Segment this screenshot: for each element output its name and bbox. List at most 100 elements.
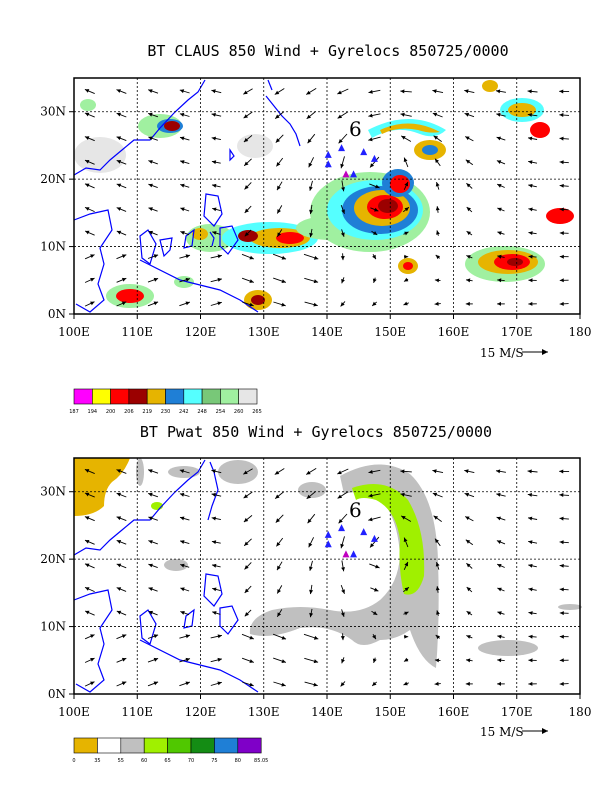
bottom-panel-gyre-symbol: 6 xyxy=(349,498,362,522)
wind-vector xyxy=(436,230,440,236)
wind-vector xyxy=(432,89,444,94)
wind-vector xyxy=(434,278,441,283)
colorbar-swatch xyxy=(183,388,203,405)
colorbar-label: 230 xyxy=(161,409,171,415)
x-tick-label: 170E xyxy=(501,325,533,339)
wind-vector xyxy=(116,301,127,307)
wind-vector xyxy=(434,538,441,547)
gyre-location-marker xyxy=(370,154,378,162)
wind-vector xyxy=(276,205,283,214)
wind-vector xyxy=(400,469,412,474)
colorbar-swatch xyxy=(220,388,239,405)
wind-vector xyxy=(179,301,191,307)
wind-vector xyxy=(241,633,255,640)
wind-vector xyxy=(403,301,409,306)
wind-vector xyxy=(243,468,253,475)
wind-vector xyxy=(180,207,190,212)
wind-vector xyxy=(211,492,222,497)
wind-vector xyxy=(400,515,412,522)
wind-vector xyxy=(148,183,158,189)
wind-vector xyxy=(466,635,473,639)
x-tick-label: 110E xyxy=(121,705,153,719)
wind-vector xyxy=(370,207,379,212)
wind-vector xyxy=(368,469,381,474)
wind-vector xyxy=(84,657,95,663)
wind-vector xyxy=(84,183,95,189)
wind-vector xyxy=(559,89,570,94)
wind-vector xyxy=(116,277,127,283)
wind-vector xyxy=(242,301,254,307)
top-panel-reference-label: 15 M/S xyxy=(480,346,524,360)
wind-vector xyxy=(372,253,377,260)
wind-vector xyxy=(527,136,538,141)
wind-vector xyxy=(147,277,159,283)
wind-vector xyxy=(368,113,381,118)
colorbar-label: 194 xyxy=(88,409,98,415)
wind-vector xyxy=(274,111,285,119)
wind-vector xyxy=(116,587,127,592)
wind-vector xyxy=(338,513,348,524)
wind-vector xyxy=(403,181,409,190)
wind-vector xyxy=(559,469,570,474)
wind-vector xyxy=(497,231,505,236)
wind-vector xyxy=(338,133,348,144)
wind-vector xyxy=(211,563,221,568)
wind-vector xyxy=(559,681,569,686)
wind-vector xyxy=(466,230,473,236)
wind-vector xyxy=(309,180,313,191)
wind-vector xyxy=(464,469,475,474)
wind-vector xyxy=(308,157,315,168)
colorbar-swatch xyxy=(92,388,111,405)
wind-vector xyxy=(274,491,285,499)
wind-vector xyxy=(84,112,95,118)
wind-vector xyxy=(400,112,412,117)
wind-vector xyxy=(340,253,345,261)
wind-vector xyxy=(241,253,255,260)
wind-vector xyxy=(180,183,190,188)
wind-vector xyxy=(527,469,538,474)
wind-vector xyxy=(84,492,95,498)
wind-vector xyxy=(559,587,569,592)
wind-vector xyxy=(179,657,191,663)
colorbar-label: 260 xyxy=(234,409,244,415)
wind-vector xyxy=(243,111,253,119)
wind-vector xyxy=(244,585,252,594)
wind-vector xyxy=(527,516,538,521)
wind-vector xyxy=(497,658,505,663)
wind-vector xyxy=(369,563,380,569)
wind-vector xyxy=(464,492,475,498)
wind-vector xyxy=(148,516,158,521)
colorbar-swatch xyxy=(237,737,262,754)
wind-vector xyxy=(148,89,159,94)
wind-vector xyxy=(212,611,221,615)
wind-vector xyxy=(559,160,569,165)
wind-vector xyxy=(369,183,380,189)
colorbar-swatch xyxy=(190,737,215,754)
wind-vector xyxy=(243,491,253,499)
wind-vector xyxy=(466,255,473,259)
wind-vector xyxy=(466,610,473,616)
wind-vector xyxy=(84,277,95,283)
wind-vector xyxy=(303,633,319,640)
wind-vector xyxy=(528,658,537,663)
wind-vector xyxy=(497,563,505,568)
wind-vector xyxy=(276,585,283,594)
wind-vector xyxy=(244,609,252,617)
colorbar-label: 55 xyxy=(118,758,124,764)
wind-vector xyxy=(212,207,221,212)
wind-vector xyxy=(180,231,190,236)
wind-vector xyxy=(432,469,444,474)
wind-vector xyxy=(403,231,409,236)
wind-vector xyxy=(211,516,221,521)
wind-vector xyxy=(84,634,95,640)
wind-vector xyxy=(84,159,95,165)
gyre-location-marker xyxy=(338,524,346,532)
wind-vector xyxy=(84,681,95,687)
wind-vector xyxy=(559,611,569,616)
wind-vector xyxy=(403,277,409,282)
wind-vector xyxy=(369,156,380,168)
bottom-panel-title: BT Pwat 850 Wind + Gyrelocs 850725/0000 xyxy=(140,423,492,441)
wind-vector xyxy=(307,133,316,144)
top-panel-axis-ticks: 100E 110E 120E 130E 140E 150E 160E 170E 180 0N 10N… xyxy=(40,105,591,339)
wind-vector xyxy=(148,469,159,474)
